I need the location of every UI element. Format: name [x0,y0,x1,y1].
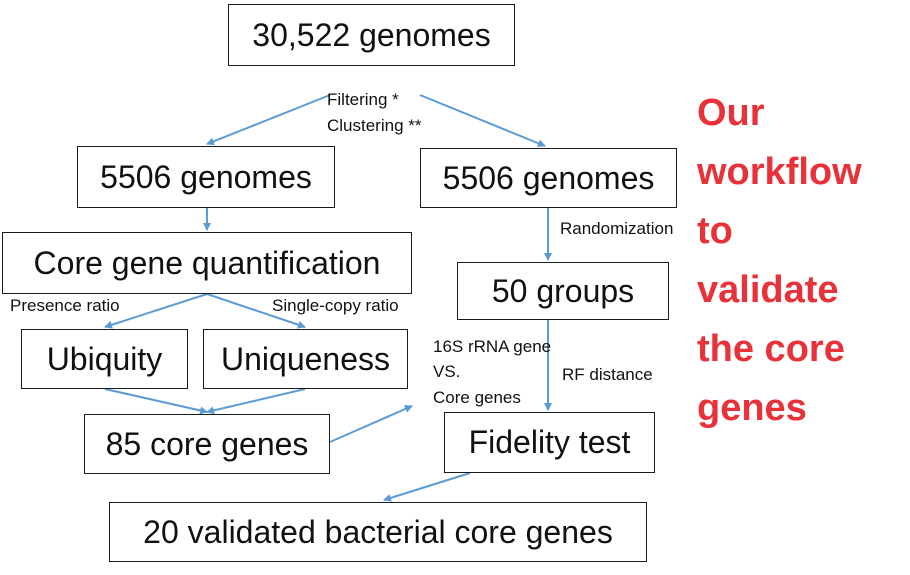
workflow-title-line: validate [697,269,839,311]
arrow-top-to-right-genomes [419,94,546,148]
box-30522-genomes: 30,522 genomes [228,4,515,66]
label-vs: VS. [433,362,461,381]
box-core-gene-quantification: Core gene quantification [2,232,412,294]
arrow-quantification-to-ubiquity [104,293,208,329]
label-16s-rrna-gene: 16S rRNA gene [433,337,552,356]
workflow-title-line: genes [697,387,807,429]
arrow-uniqueness-to-core-genes [206,388,306,415]
box-right-5506-genomes: 5506 genomes [420,148,677,208]
workflow-title: Our workflow to validate the core genes [697,84,907,438]
box-20-validated-core-genes: 20 validated bacterial core genes [109,502,647,562]
arrow-fidelity-to-validated [383,472,471,502]
label-rf-distance: RF distance [562,365,653,384]
box-uniqueness: Uniqueness [203,329,408,389]
box-85-core-genes: 85 core genes [84,414,330,474]
box-50-groups: 50 groups [457,262,669,320]
workflow-title-line: Our [697,92,765,134]
arrow-core-genes-to-comparison [329,405,413,443]
label-core-genes: Core genes [433,388,521,407]
label-clustering: Clustering ** [327,116,422,135]
box-fidelity-test: Fidelity test [444,412,655,473]
workflow-title-line: to [697,210,733,252]
label-single-copy-ratio: Single-copy ratio [272,296,399,315]
box-ubiquity: Ubiquity [21,329,188,389]
label-randomization: Randomization [560,219,674,238]
workflow-title-line: the core [697,328,845,370]
arrow-ubiquity-to-core-genes [104,388,208,415]
arrow-quantification-to-uniqueness [206,293,306,329]
label-filtering: Filtering * [327,90,399,109]
label-presence-ratio: Presence ratio [10,296,120,315]
arrow-top-to-left-genomes [206,94,331,146]
workflow-title-line: workflow [697,151,862,193]
box-left-5506-genomes: 5506 genomes [77,146,335,208]
